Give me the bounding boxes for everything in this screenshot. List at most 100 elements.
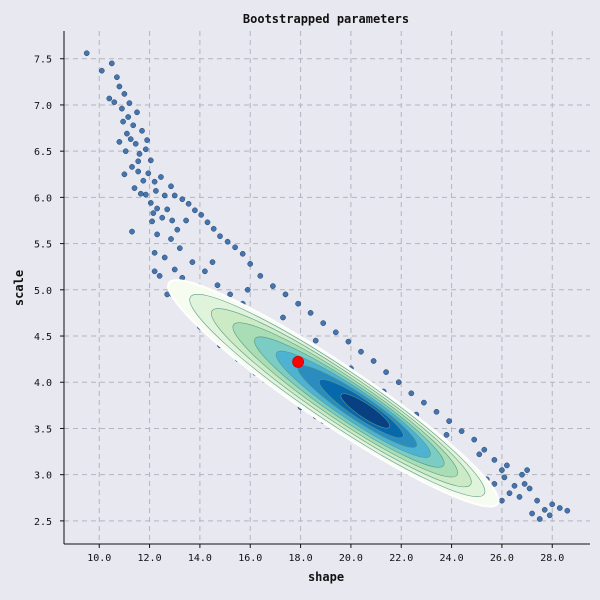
data-point (192, 207, 198, 214)
data-point (521, 481, 528, 487)
data-point (499, 497, 505, 504)
data-point (151, 178, 158, 185)
data-point (395, 379, 402, 386)
data-point (471, 436, 478, 443)
y-tick-label: 7.0 (34, 101, 52, 112)
data-point (168, 183, 174, 190)
data-point (135, 158, 142, 165)
data-point (161, 254, 168, 261)
data-point (161, 192, 168, 199)
data-point (312, 337, 319, 344)
data-point (345, 338, 352, 345)
data-point (120, 118, 126, 125)
y-tick-label: 6.5 (34, 147, 52, 158)
data-point (204, 219, 211, 226)
y-tick-label: 2.5 (34, 517, 52, 528)
x-tick-label: 18.0 (289, 553, 313, 564)
data-point (257, 273, 264, 279)
data-point (111, 99, 118, 106)
data-point (556, 505, 563, 511)
x-tick-label: 16.0 (238, 553, 262, 564)
y-tick-label: 4.0 (34, 378, 52, 389)
data-point (320, 320, 327, 326)
data-point (174, 226, 181, 233)
data-point (227, 291, 233, 298)
data-point (122, 148, 129, 155)
y-ticks: 2.5 3.0 3.5 4.0 4.5 5.0 5.5 6.0 6.5 7.0 7.5 (34, 55, 64, 528)
data-point (481, 446, 488, 453)
data-point (499, 467, 505, 473)
data-point (524, 467, 530, 473)
data-point (153, 188, 159, 194)
y-tick-label: 3.5 (34, 424, 52, 435)
data-point (132, 140, 139, 147)
data-point (151, 268, 158, 275)
data-point (140, 177, 147, 184)
data-point (433, 408, 440, 415)
data-point (526, 485, 533, 492)
data-point (295, 300, 301, 307)
data-point (156, 273, 163, 279)
data-point (217, 233, 223, 240)
data-point (158, 174, 164, 180)
data-point (159, 214, 166, 221)
data-point (501, 474, 508, 481)
x-tick-label: 12.0 (138, 553, 162, 564)
data-point (536, 516, 543, 522)
data-point (506, 490, 513, 497)
x-axis-label: shape (308, 570, 344, 584)
data-point (491, 481, 498, 487)
data-point (164, 206, 171, 213)
data-point (239, 250, 246, 257)
y-tick-label: 4.5 (34, 332, 52, 343)
data-point (83, 50, 90, 57)
x-ticks: 10.0 12.0 14.0 16.0 18.0 20.0 22.0 24.0 26.0 28.0 (87, 544, 564, 564)
data-point (564, 507, 571, 514)
data-point (130, 122, 137, 129)
data-point (179, 196, 186, 203)
data-point (282, 291, 289, 298)
data-point (142, 146, 149, 153)
data-point (446, 418, 452, 424)
data-point (114, 74, 120, 81)
data-point (511, 482, 518, 489)
data-point (358, 348, 364, 355)
x-tick-label: 24.0 (440, 553, 464, 564)
data-point (209, 259, 216, 265)
y-tick-label: 5.5 (34, 240, 52, 251)
data-point (145, 170, 152, 177)
data-point (149, 218, 155, 225)
data-point (504, 462, 510, 469)
data-point (134, 109, 140, 116)
data-point (534, 497, 540, 504)
data-point (210, 225, 217, 232)
data-points (83, 50, 571, 522)
data-point (270, 283, 276, 289)
data-point (519, 471, 525, 478)
data-point (370, 358, 377, 364)
data-point (408, 390, 415, 397)
highlight (292, 355, 305, 368)
data-point (185, 200, 192, 207)
data-point (214, 282, 221, 289)
data-point (171, 266, 178, 273)
density-contour (340, 393, 391, 429)
data-point (127, 136, 134, 142)
axes (63, 31, 590, 545)
data-point (136, 151, 143, 157)
data-point (168, 236, 174, 242)
data-point (332, 329, 339, 336)
data-point (280, 314, 286, 321)
data-point (476, 451, 483, 458)
x-tick-label: 14.0 (188, 553, 212, 564)
data-point (307, 310, 314, 316)
data-point (458, 428, 465, 435)
y-axis-label: scale (12, 270, 26, 306)
data-point (151, 249, 158, 256)
data-point (150, 210, 157, 216)
data-point (154, 205, 160, 212)
data-point (183, 217, 189, 224)
data-point (121, 91, 128, 97)
density-contours (167, 279, 500, 508)
